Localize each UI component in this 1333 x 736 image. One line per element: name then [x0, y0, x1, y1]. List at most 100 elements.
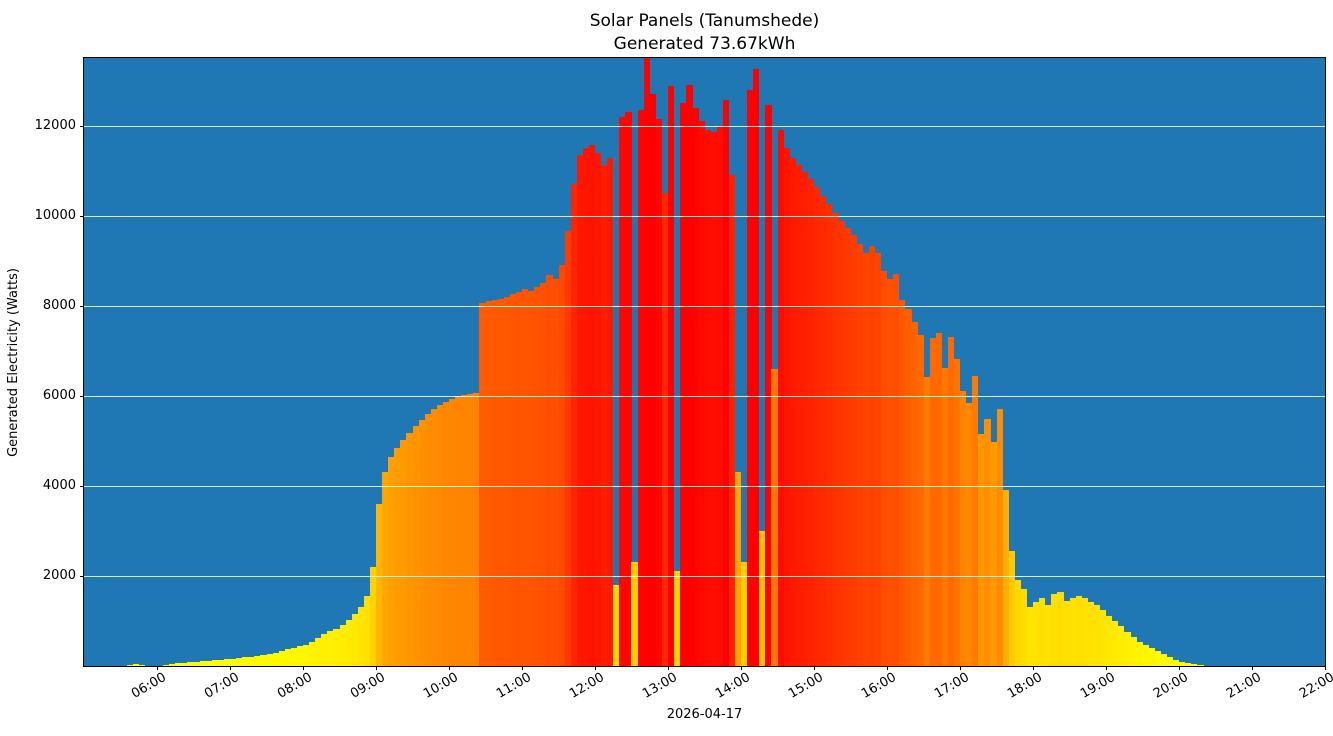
bar	[242, 657, 249, 666]
bar	[1033, 602, 1040, 666]
bar	[254, 655, 261, 666]
bar	[473, 393, 480, 666]
bar	[868, 246, 876, 666]
y-tick-mark	[80, 305, 84, 307]
bar	[558, 265, 565, 666]
bar	[309, 641, 316, 666]
bar	[351, 613, 358, 666]
bar	[412, 426, 419, 666]
bar	[540, 283, 547, 666]
bar	[449, 399, 456, 666]
x-tick-mark	[522, 666, 523, 670]
y-tick-mark	[80, 485, 84, 487]
bar	[807, 178, 815, 666]
x-tick-mark	[741, 666, 742, 670]
bar	[850, 235, 857, 666]
x-tick-mark	[814, 666, 815, 670]
bar	[710, 132, 717, 666]
grid-line	[84, 215, 1325, 217]
bar	[643, 58, 650, 666]
x-tick-label: 22:00	[1296, 670, 1333, 702]
bar	[1166, 657, 1174, 666]
bar	[400, 439, 407, 666]
bar	[777, 130, 784, 666]
y-tick-label: 12000	[34, 117, 76, 133]
bar	[893, 274, 900, 666]
bar	[1045, 605, 1052, 666]
x-tick-label: 20:00	[1150, 670, 1191, 702]
bar	[418, 420, 425, 666]
bar	[442, 402, 450, 666]
bar	[552, 278, 559, 666]
bar	[680, 103, 687, 666]
bar	[613, 584, 620, 666]
x-tick-label: 21:00	[1223, 670, 1264, 702]
bar	[369, 566, 377, 666]
bar	[1008, 551, 1015, 666]
bar	[923, 376, 930, 666]
x-tick-mark	[668, 666, 669, 670]
x-tick-label: 17:00	[931, 670, 972, 702]
bar	[424, 414, 431, 666]
bar	[1191, 663, 1198, 666]
grid-line	[84, 125, 1325, 127]
bars-layer	[84, 58, 1325, 666]
bar	[929, 338, 936, 666]
bar	[899, 300, 906, 666]
chart-title-line1: Solar Panels (Tanumshede)	[589, 11, 820, 31]
bar	[625, 112, 632, 666]
y-axis-label: Generated Electricity (Watts)	[6, 267, 21, 457]
x-tick-mark	[960, 666, 961, 670]
bar	[363, 596, 371, 666]
bar	[996, 409, 1003, 666]
bar	[1178, 661, 1186, 666]
y-tick-mark	[80, 395, 84, 397]
bar	[272, 652, 279, 666]
bar	[193, 661, 200, 666]
bar	[588, 145, 596, 666]
x-tick-mark	[376, 666, 377, 670]
bar	[862, 253, 869, 666]
x-tick-mark	[1252, 666, 1253, 670]
y-tick-label: 6000	[42, 387, 76, 403]
bar	[576, 154, 584, 666]
grid-line	[84, 485, 1325, 487]
x-tick-mark	[1325, 666, 1326, 670]
bar	[935, 332, 942, 666]
bar	[874, 252, 882, 666]
bar	[856, 244, 863, 666]
x-tick-label: 09:00	[347, 670, 388, 702]
grid-line	[84, 395, 1325, 397]
bar	[467, 393, 474, 666]
bar	[844, 228, 851, 666]
x-tick-label: 12:00	[566, 670, 607, 702]
bar	[1099, 609, 1107, 666]
bar	[296, 646, 304, 666]
x-tick-label: 11:00	[493, 670, 534, 702]
bar	[248, 656, 255, 666]
bar	[619, 116, 626, 666]
bar	[546, 275, 553, 666]
bar	[595, 152, 602, 666]
bar	[668, 85, 675, 666]
bar	[753, 68, 760, 666]
bar	[582, 148, 590, 666]
y-tick-label: 4000	[42, 477, 76, 493]
bar	[1093, 605, 1101, 666]
bar	[661, 193, 669, 666]
bar	[978, 434, 985, 666]
bar	[455, 397, 462, 666]
bar	[260, 654, 267, 666]
bar	[607, 157, 614, 666]
bar	[1039, 598, 1046, 666]
x-tick-mark	[1106, 666, 1107, 670]
x-tick-label: 16:00	[858, 670, 899, 702]
bar	[722, 100, 730, 666]
bar	[953, 358, 961, 666]
bar	[278, 651, 285, 666]
bar	[1148, 648, 1155, 666]
bar	[163, 664, 170, 666]
bar	[345, 619, 352, 666]
bar	[497, 298, 504, 666]
bar	[1197, 664, 1204, 666]
